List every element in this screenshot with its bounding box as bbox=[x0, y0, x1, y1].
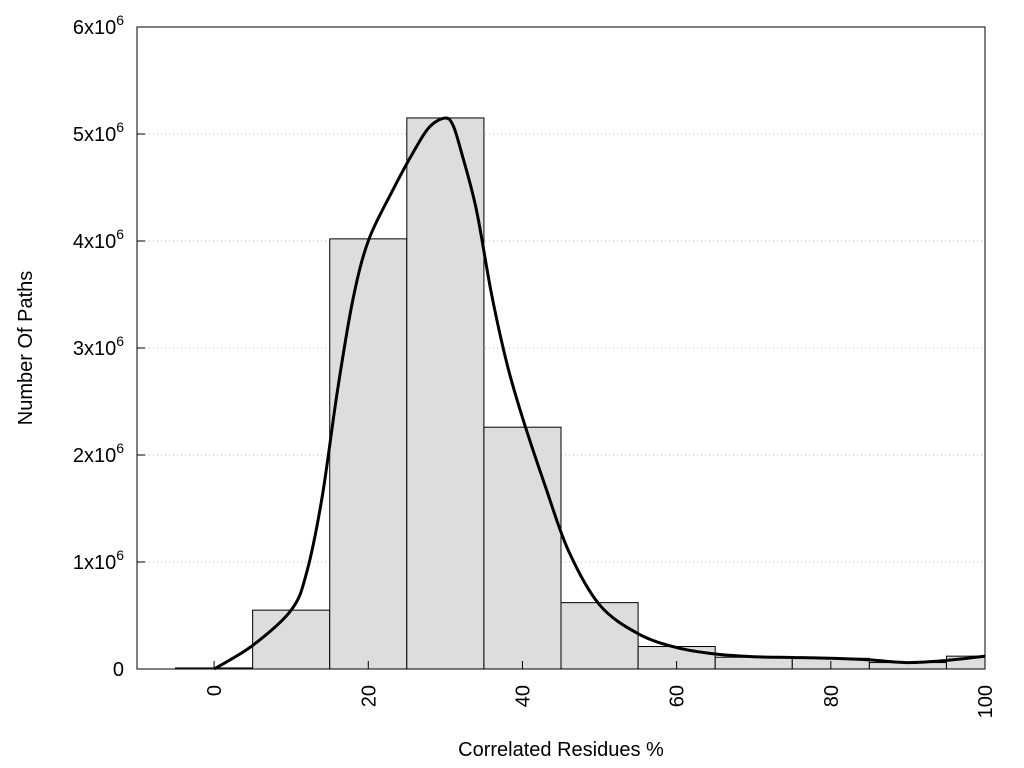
density-curve bbox=[213, 116, 986, 671]
bar bbox=[714, 656, 793, 670]
x-tick-label: 100 bbox=[975, 685, 997, 718]
x-axis-label: Correlated Residues % bbox=[458, 739, 664, 761]
y-tick-label: 2x106 bbox=[73, 440, 124, 467]
bar bbox=[560, 602, 639, 670]
y-axis-label: Number Of Paths bbox=[15, 271, 37, 426]
x-tick-label: 20 bbox=[358, 685, 380, 707]
bar bbox=[406, 117, 485, 670]
y-tick-label: 6x106 bbox=[73, 12, 124, 39]
x-axis-ticks: 0 20 40 60 80 100 bbox=[204, 661, 997, 718]
bar bbox=[483, 426, 562, 670]
y-tick-label: 5x106 bbox=[73, 119, 124, 146]
y-axis-ticks: 0 1x106 2x106 3x106 4x106 5x106 6x106 bbox=[73, 12, 145, 681]
bar bbox=[252, 609, 331, 670]
y-tick-label: 4x106 bbox=[73, 226, 124, 253]
x-tick-label: 60 bbox=[667, 685, 689, 707]
y-tick-label: 0 bbox=[113, 659, 124, 681]
bar bbox=[329, 238, 408, 670]
x-tick-label: 80 bbox=[821, 685, 843, 707]
x-tick-label: 0 bbox=[204, 685, 226, 696]
bars bbox=[175, 117, 986, 670]
x-tick-label: 40 bbox=[512, 685, 534, 707]
y-tick-label: 3x106 bbox=[73, 333, 124, 360]
y-tick-label: 1x106 bbox=[73, 547, 124, 574]
